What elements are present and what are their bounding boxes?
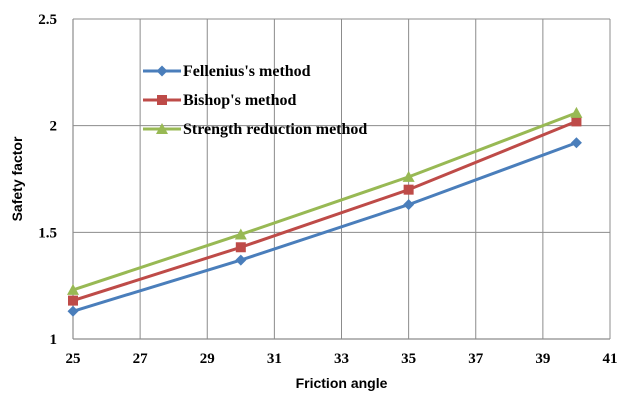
y-axis-title: Safety factor — [9, 136, 25, 221]
y-tick-label: 1.5 — [38, 225, 57, 241]
series-1 — [67, 137, 582, 317]
legend: Fellenius's method Bishop's method Strengt… — [143, 63, 367, 138]
legend-label: Bishop's method — [183, 92, 296, 109]
series-2 — [68, 116, 582, 306]
legend-item: Bishop's method — [143, 92, 296, 109]
x-tick-label: 39 — [535, 351, 550, 367]
x-tick-label: 41 — [603, 351, 618, 367]
data-point — [570, 137, 582, 149]
x-tick-label: 37 — [468, 351, 484, 367]
data-point — [235, 242, 246, 253]
tick-labels: 25 27 29 31 33 35 37 39 41 1 1.5 2 2.5 — [38, 12, 617, 367]
data-point — [68, 295, 78, 306]
y-tick-label: 2.5 — [38, 12, 57, 28]
legend-label: Fellenius's method — [183, 63, 311, 80]
series-3 — [67, 106, 583, 295]
x-tick-label: 33 — [334, 351, 349, 367]
data-point — [571, 116, 582, 127]
data-point — [67, 305, 79, 317]
x-tick-label: 29 — [200, 351, 215, 367]
y-tick-label: 2 — [50, 119, 58, 135]
legend-label: Strength reduction method — [183, 121, 367, 138]
data-point — [234, 228, 247, 240]
series-line — [72, 120, 578, 303]
x-tick-label: 27 — [133, 351, 149, 367]
data-point — [67, 283, 79, 295]
x-axis-title: Friction angle — [296, 375, 388, 391]
grid — [73, 18, 611, 339]
x-tick-label: 25 — [66, 351, 81, 367]
x-tick-label: 31 — [267, 351, 282, 367]
y-tick-label: 1 — [50, 332, 58, 348]
data-point — [235, 254, 247, 266]
legend-marker — [156, 65, 168, 77]
data-point — [570, 106, 583, 118]
series-line — [72, 111, 577, 292]
x-tick-label: 35 — [401, 351, 416, 367]
data-point — [403, 199, 415, 211]
legend-marker — [156, 123, 168, 134]
data-point — [403, 184, 414, 195]
legend-item: Fellenius's method — [143, 63, 311, 80]
series-group — [67, 106, 583, 317]
data-point — [402, 170, 415, 182]
series-line — [72, 141, 577, 313]
legend-item: Strength reduction method — [143, 121, 367, 138]
legend-marker — [157, 95, 167, 105]
